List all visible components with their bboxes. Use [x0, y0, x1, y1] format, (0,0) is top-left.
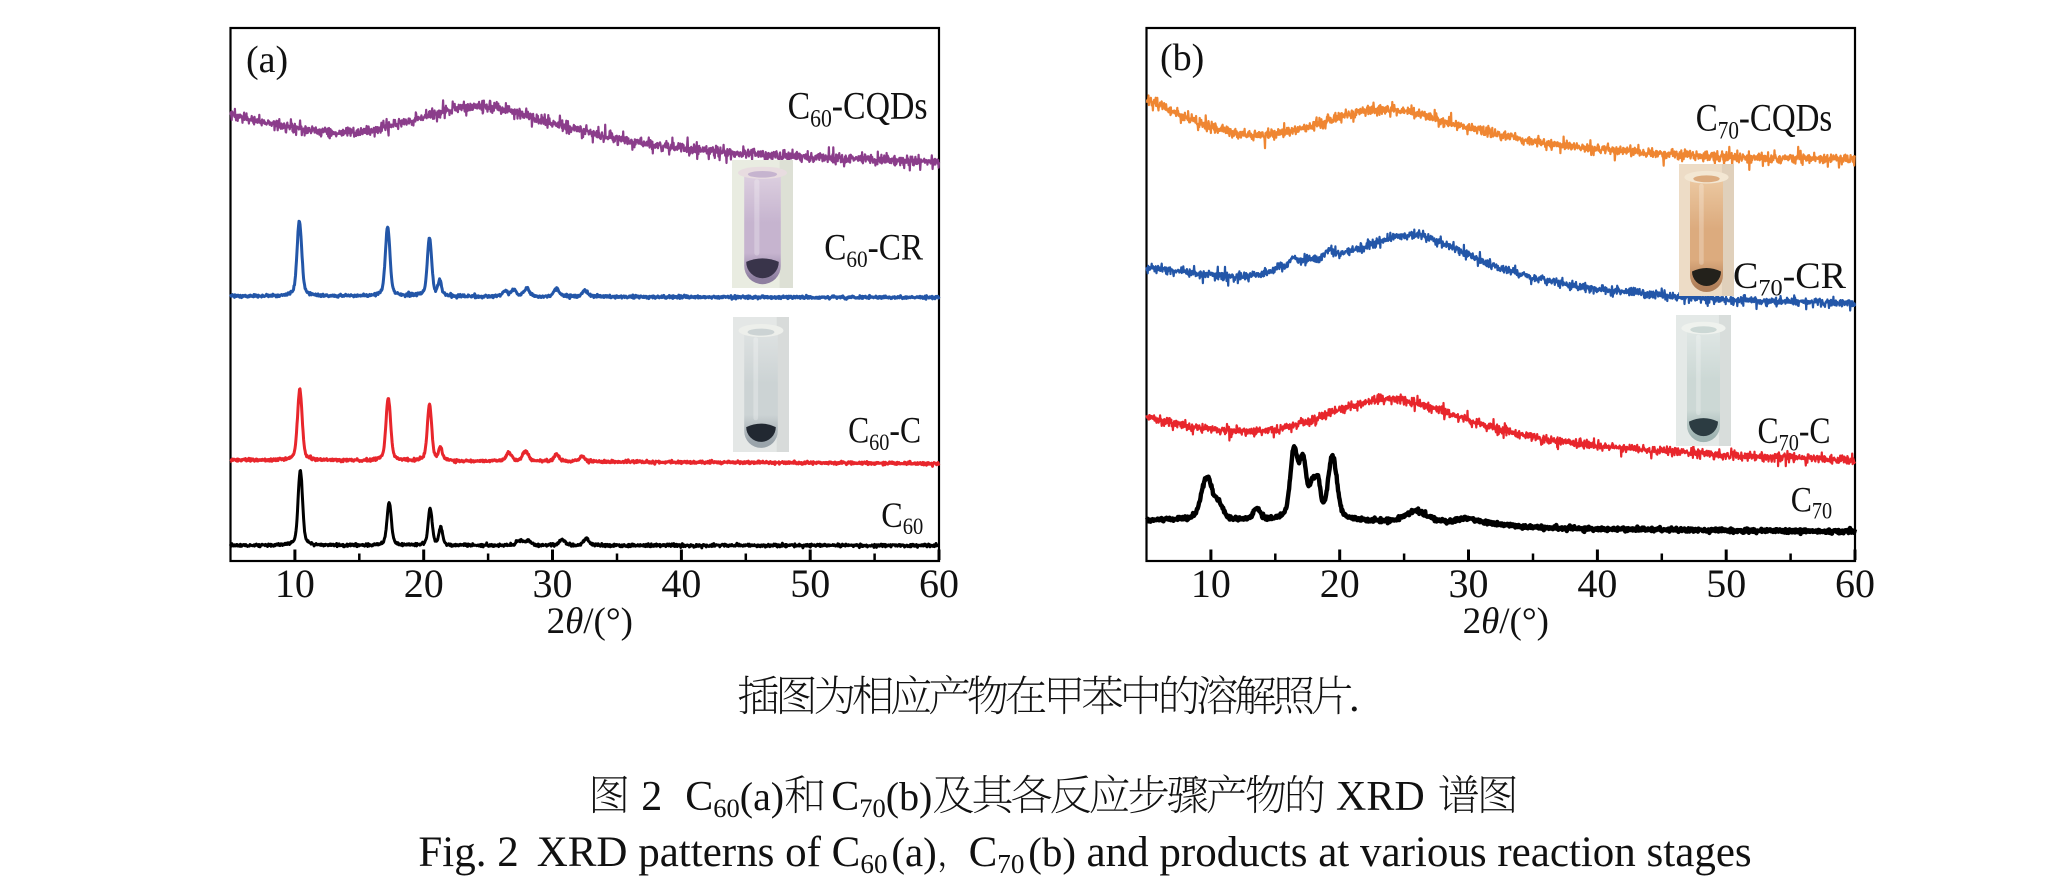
svg-text:2: 2 [641, 774, 662, 820]
svg-text:C70-C: C70-C [1758, 411, 1831, 456]
svg-text:20: 20 [1320, 561, 1360, 606]
svg-text:C60-CR: C60-CR [824, 227, 923, 272]
svg-text:(b): (b) [1028, 830, 1076, 875]
svg-text:60: 60 [860, 849, 887, 879]
svg-text:2θ/(°): 2θ/(°) [547, 601, 633, 642]
svg-text:C60: C60 [881, 496, 923, 539]
svg-text:(a): (a) [740, 774, 784, 819]
svg-text:C: C [969, 829, 998, 876]
svg-text:60: 60 [713, 793, 740, 823]
svg-text:40: 40 [661, 561, 701, 606]
svg-text:60: 60 [1835, 561, 1875, 606]
svg-text:60: 60 [919, 561, 959, 606]
svg-text:.: . [1349, 674, 1360, 721]
svg-text:C: C [685, 774, 713, 820]
svg-text:20: 20 [404, 561, 444, 606]
svg-text:70: 70 [997, 849, 1024, 879]
svg-text:XRD patterns of C: XRD patterns of C [537, 829, 861, 876]
svg-text:XRD: XRD [1336, 774, 1425, 820]
svg-text:30: 30 [533, 561, 573, 606]
svg-text:10: 10 [1191, 561, 1231, 606]
svg-text:Fig. 2: Fig. 2 [418, 829, 518, 876]
svg-text:10: 10 [275, 561, 315, 606]
svg-text:70: 70 [859, 793, 886, 823]
svg-text:C70-CR: C70-CR [1733, 256, 1846, 301]
svg-text:C70-CQDs: C70-CQDs [1696, 96, 1832, 145]
svg-text:50: 50 [790, 561, 830, 606]
svg-text:(b): (b) [886, 774, 933, 819]
svg-text:(a): (a) [891, 830, 936, 875]
svg-text:30: 30 [1449, 561, 1489, 606]
svg-text:40: 40 [1577, 561, 1617, 606]
svg-text:C: C [831, 774, 859, 820]
svg-text:(a): (a) [246, 39, 288, 81]
svg-text:2θ/(°): 2θ/(°) [1463, 601, 1549, 642]
svg-text:(b): (b) [1160, 37, 1204, 79]
svg-text:50: 50 [1706, 561, 1746, 606]
svg-text:C60-CQDs: C60-CQDs [788, 83, 928, 132]
svg-text:and products at various reacti: and products at various reaction stages [1076, 829, 1752, 876]
